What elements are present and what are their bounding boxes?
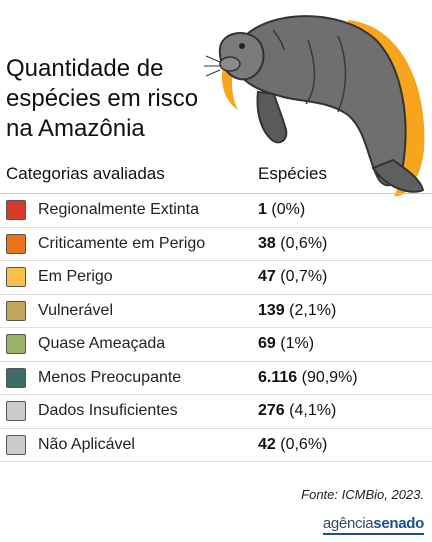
category-swatch [6,300,26,321]
header-divider [0,193,432,194]
species-count: 1 [258,201,267,218]
category-label: Em Perigo [38,268,113,285]
species-count: 139 [258,301,285,319]
species-percent: (1%) [280,335,315,352]
category-swatch [6,434,26,455]
species-value: 6.116 (90,9%) [258,369,358,387]
brand-logo: agênciasenado [322,515,424,535]
source-note: Fonte: ICMBio, 2023. [301,487,424,502]
column-header-category: Categorias avaliadas [6,164,165,183]
chart-title: Quantidade de espécies em risco na Amazô… [6,55,199,142]
species-percent: (2,1%) [289,301,337,319]
category-label: Não Aplicável [38,435,135,453]
species-percent: (4,1%) [289,402,337,419]
species-value: 276 (4,1%) [258,402,336,420]
species-value: 1 (0%) [258,201,305,219]
species-value: 42 (0,6%) [258,436,327,454]
category-label: Quase Ameaçada [38,335,166,352]
category-swatch [6,334,26,354]
species-value: 47 (0,7%) [258,268,327,286]
brand-part1: agência [322,515,374,532]
species-count: 38 [258,234,276,252]
column-header-species: Espécies [258,164,327,183]
table-row: Quase Ameaçada 69 (1%) [0,328,432,362]
category-table: Regionalmente Extinta 1 (0%) Criticamente … [0,194,432,462]
species-percent: (90,9%) [301,368,358,386]
table-row: Em Perigo 47 (0,7%) [0,261,432,295]
brand-underline [322,533,424,535]
table-row: Criticamente em Perigo 38 (0,6%) [0,228,432,261]
manatee-icon [204,15,425,197]
category-label: Regionalmente Extinta [38,201,199,218]
table-row: Menos Preocupante 6.116 (90,9%) [0,362,432,395]
table-row: Não Aplicável 42 (0,6%) [0,429,432,462]
species-value: 69 (1%) [258,335,314,353]
species-count: 42 [258,435,276,453]
category-swatch [6,200,26,220]
species-percent: (0%) [271,201,306,218]
species-percent: (0,6%) [280,234,328,252]
table-row: Vulnerável 139 (2,1%) [0,295,432,328]
category-label: Criticamente em Perigo [38,234,206,252]
species-count: 69 [258,335,276,352]
category-label: Dados Insuficientes [38,402,178,419]
category-label: Vulnerável [38,301,114,319]
category-swatch [6,401,26,421]
species-count: 47 [258,268,276,285]
category-swatch [6,233,26,254]
species-value: 139 (2,1%) [258,302,336,320]
species-percent: (0,7%) [280,268,328,285]
category-swatch [6,367,26,388]
species-count: 6.116 [258,368,298,386]
species-count: 276 [258,402,285,419]
species-percent: (0,6%) [280,435,328,453]
category-swatch [6,267,26,287]
table-row: Regionalmente Extinta 1 (0%) [0,194,432,228]
category-label: Menos Preocupante [38,368,182,386]
species-value: 38 (0,6%) [258,235,327,253]
table-row: Dados Insuficientes 276 (4,1%) [0,395,432,429]
brand-part2: senado [373,515,424,532]
